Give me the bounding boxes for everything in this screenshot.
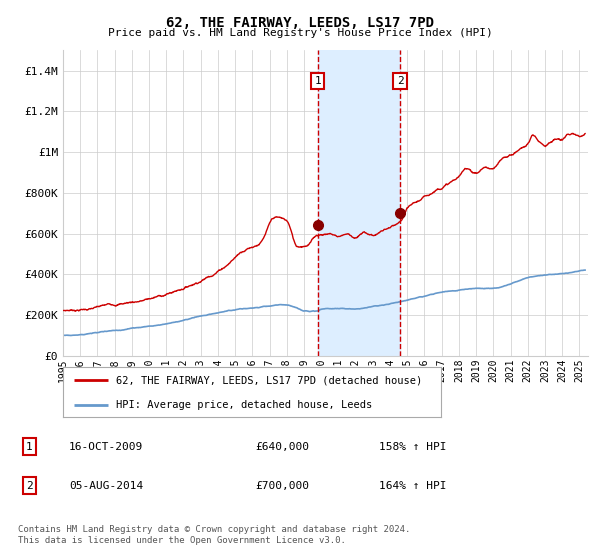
Text: 62, THE FAIRWAY, LEEDS, LS17 7PD (detached house): 62, THE FAIRWAY, LEEDS, LS17 7PD (detach… [116,375,422,385]
Text: 164% ↑ HPI: 164% ↑ HPI [379,481,446,491]
Text: £700,000: £700,000 [255,481,309,491]
Bar [317,50,400,356]
Text: 16-OCT-2009: 16-OCT-2009 [69,442,143,451]
Text: 62, THE FAIRWAY, LEEDS, LS17 7PD: 62, THE FAIRWAY, LEEDS, LS17 7PD [166,16,434,30]
Text: HPI: Average price, detached house, Leeds: HPI: Average price, detached house, Leed… [116,400,372,409]
Text: 2: 2 [397,76,403,86]
Text: Contains HM Land Registry data © Crown copyright and database right 2024.
This d: Contains HM Land Registry data © Crown c… [18,525,410,545]
Text: 158% ↑ HPI: 158% ↑ HPI [379,442,446,451]
Text: 1: 1 [26,442,32,451]
Text: Price paid vs. HM Land Registry's House Price Index (HPI): Price paid vs. HM Land Registry's House … [107,28,493,38]
Text: 2: 2 [26,481,32,491]
Text: £640,000: £640,000 [255,442,309,451]
Text: 05-AUG-2014: 05-AUG-2014 [69,481,143,491]
Text: 1: 1 [314,76,321,86]
